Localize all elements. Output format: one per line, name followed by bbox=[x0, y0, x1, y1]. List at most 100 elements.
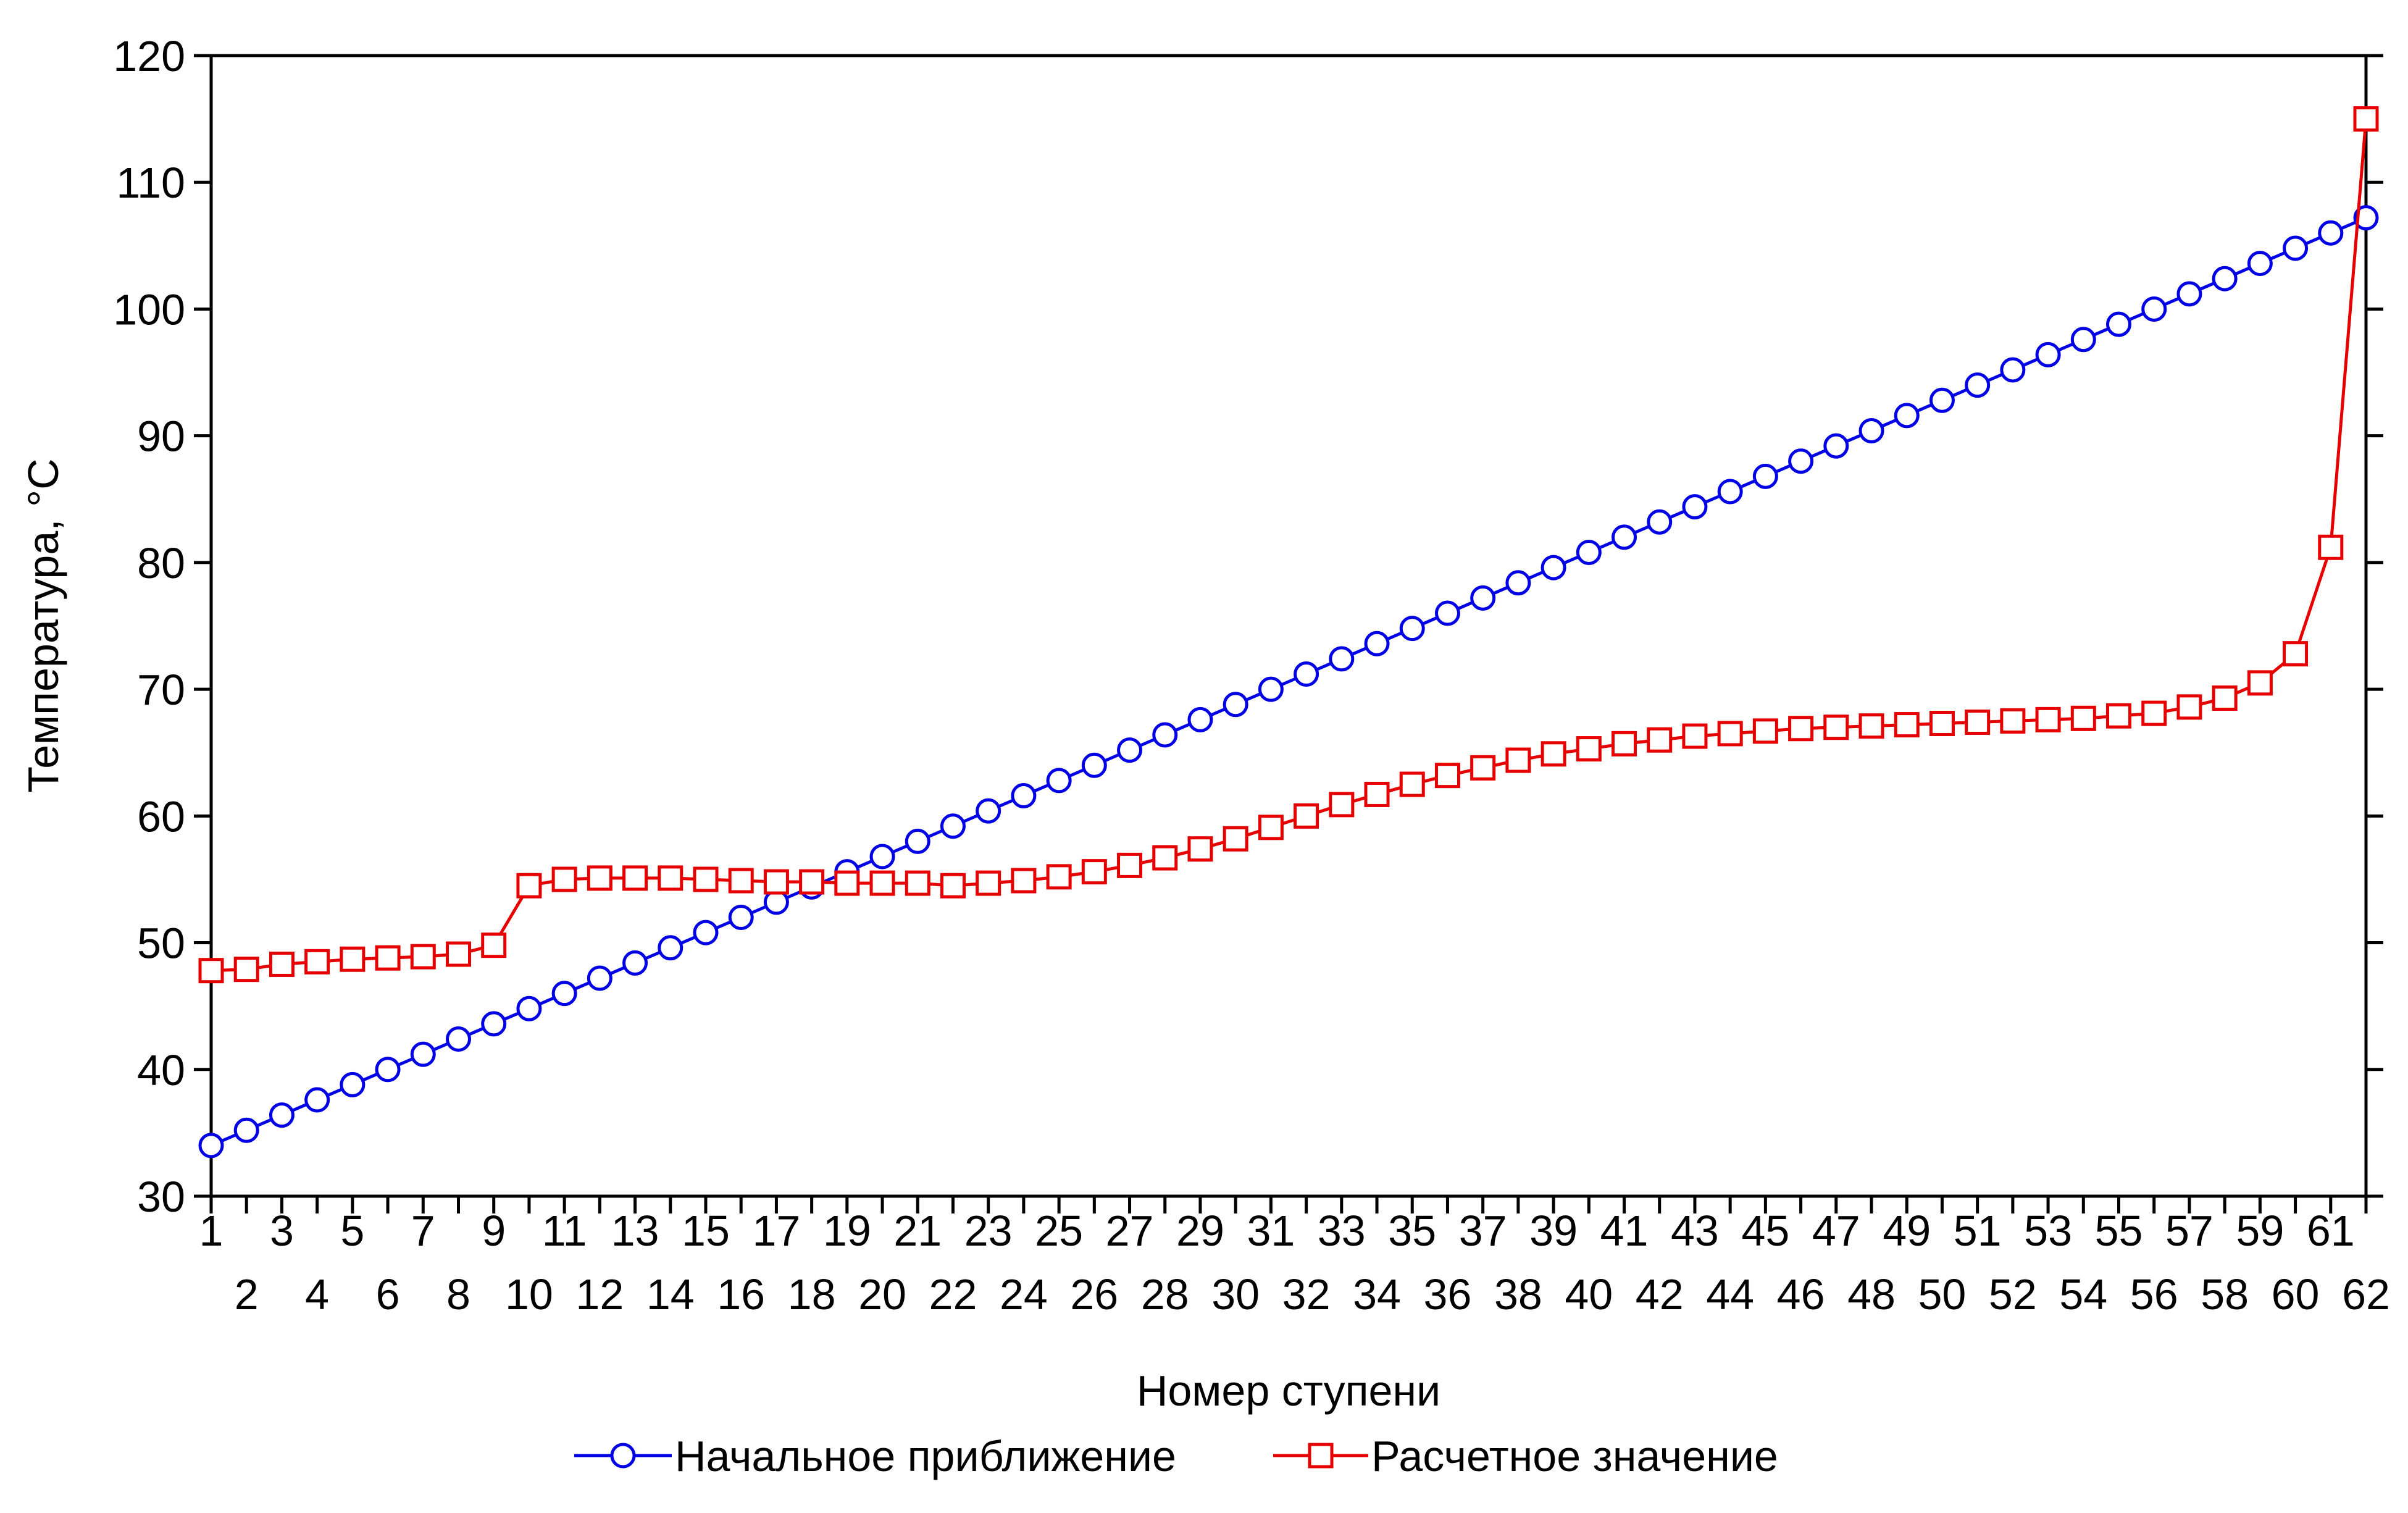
data-point bbox=[834, 870, 860, 896]
data-point bbox=[1612, 524, 1637, 550]
data-point bbox=[587, 965, 612, 991]
data-point bbox=[1752, 718, 1778, 744]
data-point bbox=[2283, 641, 2309, 667]
data-point bbox=[1152, 722, 1178, 748]
data-point bbox=[1046, 768, 1072, 794]
data-point bbox=[976, 870, 1001, 896]
series-layer bbox=[198, 106, 2379, 1159]
data-point bbox=[1329, 646, 1355, 672]
data-point bbox=[2318, 220, 2344, 246]
data-point bbox=[1612, 731, 1637, 756]
data-point bbox=[2070, 705, 2096, 731]
data-point bbox=[2106, 311, 2132, 337]
data-point bbox=[1894, 403, 1920, 429]
data-point bbox=[1965, 372, 1991, 398]
data-point bbox=[976, 798, 1001, 824]
y-tick-label: 60 bbox=[137, 792, 185, 840]
data-point bbox=[869, 844, 895, 870]
x-axis: 1234567891011121314151617181920212223242… bbox=[199, 1196, 2390, 1318]
x-tick-label: 49 bbox=[1883, 1207, 1931, 1255]
x-tick-label: 57 bbox=[2165, 1207, 2214, 1255]
x-tick-label: 31 bbox=[1247, 1207, 1295, 1255]
data-point bbox=[2070, 327, 2096, 353]
data-point bbox=[1117, 737, 1143, 763]
data-point bbox=[2318, 534, 2344, 560]
data-point bbox=[1965, 709, 1991, 735]
data-point bbox=[551, 981, 577, 1007]
data-point bbox=[1117, 852, 1143, 878]
data-point bbox=[1258, 815, 1284, 840]
y-tick-label: 70 bbox=[137, 666, 185, 714]
x-tick-label: 1 bbox=[199, 1207, 224, 1255]
data-point bbox=[905, 870, 930, 896]
series-2 bbox=[198, 106, 2379, 984]
data-point bbox=[587, 865, 612, 891]
data-point bbox=[1011, 868, 1037, 894]
data-point bbox=[1187, 706, 1213, 732]
x-tick-label: 54 bbox=[2059, 1270, 2107, 1318]
data-point bbox=[1788, 448, 1814, 474]
data-point bbox=[198, 1133, 224, 1159]
x-tick-label: 18 bbox=[788, 1270, 836, 1318]
x-tick-label: 22 bbox=[929, 1270, 977, 1318]
x-tick-label: 15 bbox=[682, 1207, 730, 1255]
data-point bbox=[799, 869, 825, 895]
data-point bbox=[1752, 463, 1778, 489]
x-tick-label: 26 bbox=[1070, 1270, 1118, 1318]
x-tick-label: 11 bbox=[542, 1207, 587, 1255]
data-point bbox=[304, 1087, 330, 1113]
data-point bbox=[269, 951, 295, 977]
data-point bbox=[340, 946, 366, 972]
y-axis: 30 40 50 60 70 80 90 100 110 120 bbox=[113, 32, 2383, 1221]
data-point bbox=[1929, 711, 1955, 737]
data-point bbox=[1823, 715, 1849, 740]
data-point bbox=[940, 813, 966, 839]
x-tick-label: 62 bbox=[2342, 1270, 2390, 1318]
data-point bbox=[375, 945, 401, 971]
y-tick-label: 100 bbox=[113, 285, 185, 333]
y-tick-label: 50 bbox=[137, 920, 185, 968]
x-tick-label: 36 bbox=[1424, 1270, 1472, 1318]
y-tick-label: 80 bbox=[137, 539, 185, 587]
x-tick-label: 6 bbox=[376, 1270, 400, 1318]
data-point bbox=[340, 1071, 366, 1097]
data-point bbox=[269, 1102, 295, 1128]
data-point bbox=[1329, 792, 1355, 818]
series-line bbox=[211, 119, 2368, 973]
x-tick-label: 44 bbox=[1706, 1270, 1754, 1318]
data-point bbox=[1399, 771, 1425, 797]
x-tick-label: 17 bbox=[752, 1207, 800, 1255]
data-point bbox=[2176, 281, 2202, 307]
data-point bbox=[1505, 747, 1531, 773]
data-point bbox=[2035, 706, 2061, 732]
data-point bbox=[2035, 342, 2061, 367]
x-tick-label: 5 bbox=[340, 1207, 364, 1255]
data-point bbox=[1294, 803, 1319, 829]
data-point bbox=[693, 920, 719, 945]
x-tick-label: 8 bbox=[446, 1270, 470, 1318]
data-point bbox=[1682, 723, 1708, 749]
x-tick-label: 41 bbox=[1600, 1207, 1649, 1255]
data-point bbox=[658, 865, 684, 891]
data-point bbox=[1858, 713, 1884, 739]
data-point bbox=[940, 873, 966, 899]
data-point bbox=[1294, 661, 1319, 687]
x-tick-label: 10 bbox=[505, 1270, 553, 1318]
data-point bbox=[1434, 600, 1460, 626]
data-point bbox=[658, 935, 684, 961]
x-tick-label: 46 bbox=[1777, 1270, 1825, 1318]
data-point bbox=[1364, 781, 1390, 807]
x-tick-label: 13 bbox=[611, 1207, 659, 1255]
x-tick-label: 43 bbox=[1671, 1207, 1719, 1255]
data-point bbox=[905, 828, 930, 854]
x-tick-label: 45 bbox=[1741, 1207, 1789, 1255]
data-point bbox=[1823, 433, 1849, 459]
data-point bbox=[1470, 755, 1496, 781]
data-point bbox=[1647, 727, 1673, 753]
data-point bbox=[516, 995, 542, 1021]
data-point bbox=[1541, 741, 1566, 767]
x-tick-label: 52 bbox=[1989, 1270, 2037, 1318]
data-point bbox=[1788, 716, 1814, 742]
y-tick-label: 120 bbox=[113, 32, 185, 80]
